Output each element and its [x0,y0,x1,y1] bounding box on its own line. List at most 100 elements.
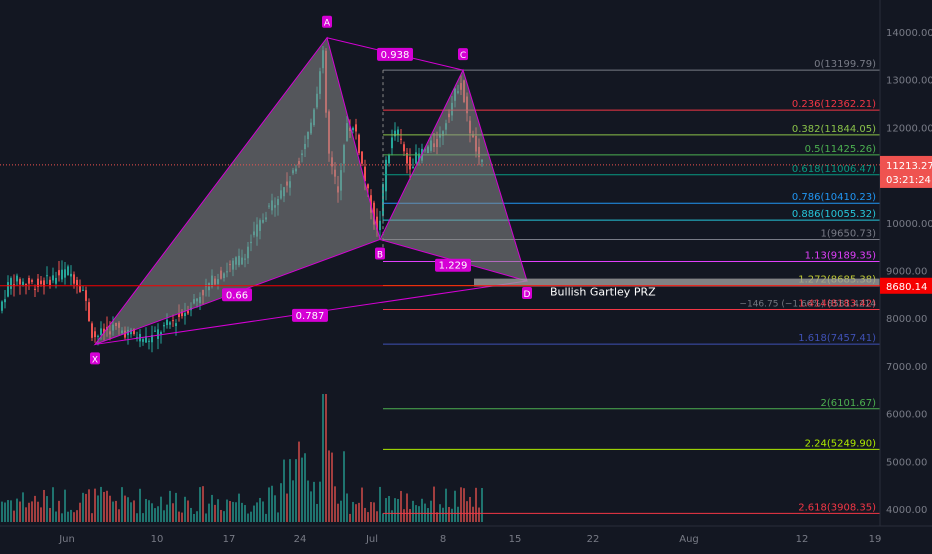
candle-body [31,280,33,282]
volume-bar [382,513,384,522]
volume-bar [358,502,360,522]
volume-bar [193,513,195,522]
volume-bar [106,490,108,522]
candle-body [37,278,39,287]
countdown-label: 03:21:24 [886,175,931,186]
prz-zone [474,278,880,287]
volume-bar [73,512,75,522]
volume-bar [55,511,57,522]
volume-bar [100,486,102,522]
candle-body [82,289,84,291]
candle-body [169,322,171,325]
prz-price-label: 8680.14 [886,282,927,293]
volume-bar [334,486,336,522]
candle-body [85,290,87,301]
volume-bar [187,500,189,522]
candle-body [154,330,156,332]
candle-body [91,323,93,338]
volume-bar [136,513,138,522]
volume-bar [283,459,285,522]
candle-body [40,280,42,284]
volume-bar [469,496,471,522]
volume-bar [310,491,312,522]
candle-body [412,166,414,169]
candle-body [7,282,9,297]
volume-bar [154,508,156,522]
time-axis[interactable]: Jun 10 17 24 Jul 8 15 22 Aug 12 19 [58,534,881,545]
time-tick-label: 22 [587,534,600,545]
volume-bar [22,492,24,522]
fib-level-label: 0.5(11425.26) [805,144,877,155]
ratio-label-bg [292,308,328,322]
candle-body [49,279,51,285]
volume-bar [127,497,129,522]
candle-body [187,310,189,314]
candle-body [10,278,12,289]
volume-bar [145,498,147,522]
candle-body [70,273,72,277]
candle-body [367,184,369,189]
price-tick-label: 14000.00 [886,28,932,39]
volume-bar [373,502,375,522]
candle-body [376,216,378,230]
volume-bar [196,511,198,522]
candle-body [403,144,405,152]
ratio-label: 0.787 [296,311,325,322]
volume-bar [289,459,291,522]
fib-retracement[interactable]: 0(13199.79) 0.236(12362.21) 0.382(11844.05… [382,59,880,514]
fib-level-label: 0.382(11844.05) [792,124,876,135]
volume-bar [160,496,162,522]
volume-bar [175,492,177,522]
current-price-label: 11213.27 [886,161,932,172]
volume-bar [112,501,114,522]
volume-bar [478,507,480,522]
fib-level-label: 1.414(8183.42) [798,298,876,309]
volume-bar [142,513,144,522]
volume-bar [472,506,474,522]
volume-bar [76,510,78,522]
time-tick-label: 19 [869,534,882,545]
ratio-label: 0.66 [226,290,248,301]
volume-bar [430,500,432,522]
volume-bar [235,502,237,522]
volume-bar [265,513,267,522]
candle-body [409,157,411,170]
price-axis[interactable]: 14000.0013000.0012000.0011000.0010000.00… [0,0,932,527]
volume-bar [481,488,483,522]
volume-bar [7,500,9,522]
volume-bar [70,509,72,522]
point-label: D [524,290,531,300]
volume-bar [328,450,330,522]
volume-bar [61,513,63,522]
harmonic-pattern[interactable]: Bullish Gartley PRZ X A B C D 0.66 0.938 1.229 0.… [90,15,880,366]
candle-body [148,340,150,342]
volume-bar [166,504,168,522]
volume-bar [4,502,6,522]
point-label: B [377,250,383,260]
candle-body [178,313,180,318]
volume-bar [229,500,231,522]
volume-bar [79,502,81,522]
volume-bar [181,512,183,522]
volume-bar [343,451,345,522]
volume-bar [460,487,462,522]
volume-bar [286,493,288,522]
volume-bar [10,500,12,522]
volume-bar [109,495,111,522]
volume-bar [379,486,381,522]
fib-level-label: 1(9650.73) [820,228,876,239]
candle-body [358,134,360,154]
volume-bar [433,486,435,522]
candle-body [184,313,186,317]
candle-body [94,331,96,338]
candle-body [46,275,48,277]
volume-bar [88,489,90,522]
volume-bar [256,502,258,522]
volume-bar [28,502,30,522]
volume-bar [442,507,444,522]
candle-body [415,152,417,164]
volume-bar [388,496,390,522]
fib-level-label: 0.618(11006.47) [792,164,876,175]
volume-bar [376,511,378,522]
